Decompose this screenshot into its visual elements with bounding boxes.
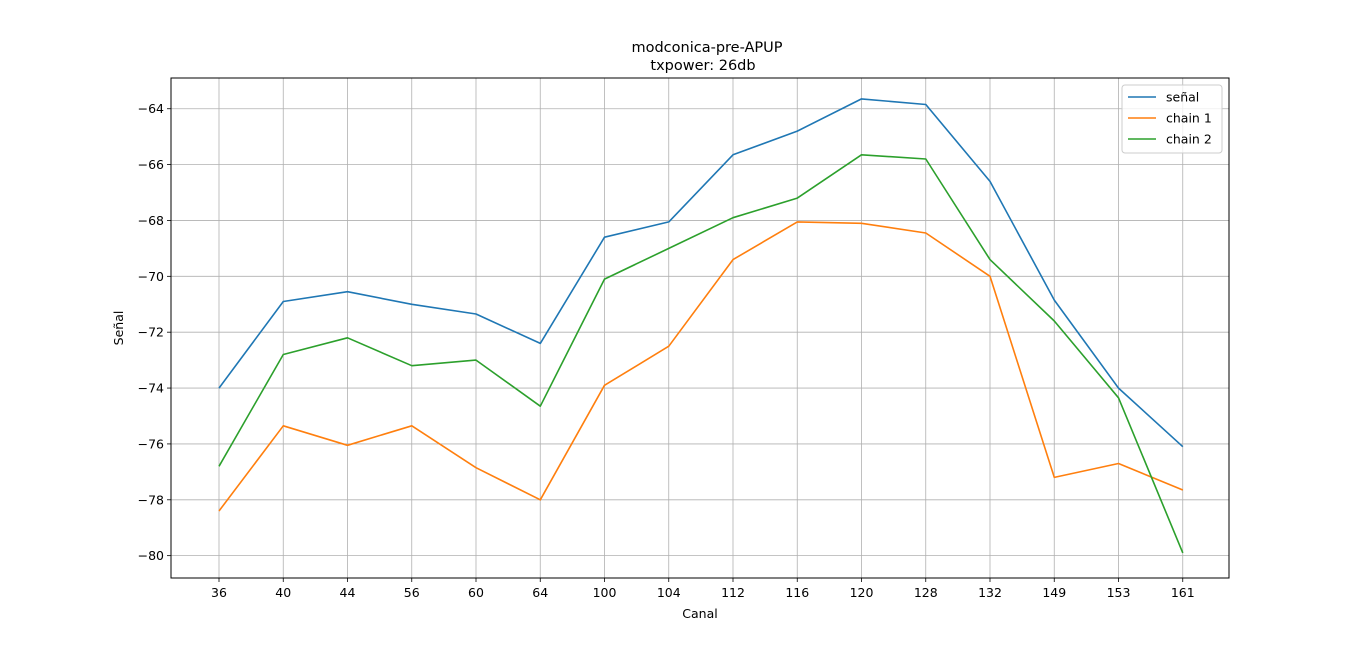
x-tick-label: 149 [1042, 585, 1066, 600]
legend-label: señal [1166, 90, 1199, 105]
series-line-2 [218, 221, 1184, 512]
legend-label: chain 1 [1166, 111, 1212, 126]
y-tick-label: −68 [138, 213, 164, 228]
legend-label: chain 2 [1166, 132, 1212, 147]
x-tick-label: 112 [721, 585, 745, 600]
x-tick-label: 153 [1107, 585, 1131, 600]
series-line-1 [218, 98, 1184, 448]
x-tick-label: 36 [211, 585, 227, 600]
x-axis-label: Canal [682, 606, 717, 621]
x-tick-label: 120 [850, 585, 874, 600]
y-tick-label: −64 [138, 101, 164, 116]
y-tick-label: −72 [138, 325, 164, 340]
y-tick-label: −80 [138, 548, 164, 563]
legend: señal chain 1 chain 2 [1121, 84, 1223, 154]
x-tick-label: 56 [404, 585, 420, 600]
y-tick-label: −76 [138, 436, 164, 451]
chart-subtitle: txpower: 26db [650, 58, 755, 74]
x-tick-label: 116 [785, 585, 809, 600]
x-tick-label: 100 [593, 585, 617, 600]
chart-title: modconica-pre-APUP [631, 40, 782, 56]
x-tick-label: 60 [468, 585, 484, 600]
y-axis-label: Señal [111, 311, 126, 346]
x-tick-label: 104 [657, 585, 681, 600]
x-tick-label: 132 [978, 585, 1002, 600]
x-tick-label: 128 [914, 585, 938, 600]
y-tick-label: −66 [138, 157, 164, 172]
x-tick-label: 64 [532, 585, 548, 600]
legend-box [1121, 84, 1223, 154]
x-tick-label: 40 [275, 585, 291, 600]
series-line-3 [218, 154, 1184, 554]
x-tick-label: 161 [1171, 585, 1195, 600]
x-tick-label: 44 [340, 585, 356, 600]
plot-frame [170, 77, 1230, 579]
y-tick-label: −70 [138, 269, 164, 284]
y-tick-label: −74 [138, 381, 164, 396]
y-tick-label: −78 [138, 492, 164, 507]
